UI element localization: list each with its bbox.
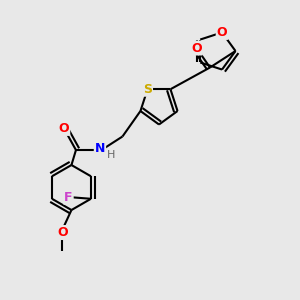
Text: O: O [57, 226, 68, 239]
Text: F: F [64, 191, 73, 204]
Text: S: S [143, 83, 152, 96]
Text: O: O [217, 26, 227, 39]
Text: O: O [58, 122, 69, 135]
Text: N: N [95, 142, 105, 155]
Text: H: H [107, 149, 115, 160]
Text: O: O [191, 41, 202, 55]
